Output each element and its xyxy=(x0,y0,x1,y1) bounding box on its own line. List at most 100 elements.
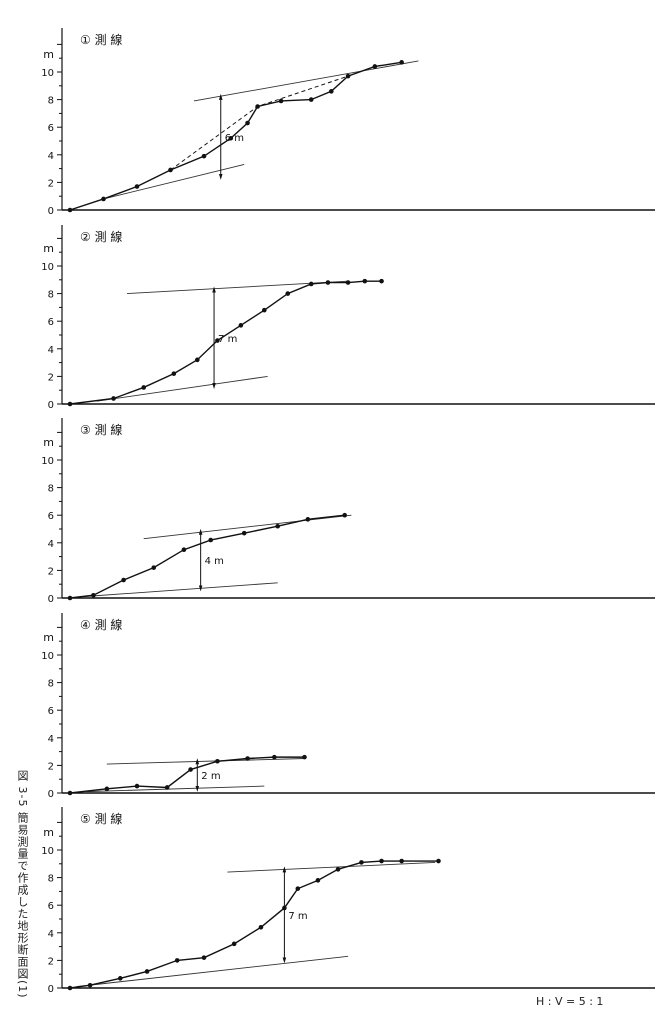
panel5-point xyxy=(201,955,207,960)
panel3-point xyxy=(305,517,311,522)
panel5-upper-line xyxy=(227,861,436,873)
panel4-tick-label: 10 xyxy=(41,651,54,662)
panel2-point xyxy=(379,278,384,284)
panel4-tick-label: 8 xyxy=(48,679,54,690)
panel5-tick-label: 10 xyxy=(41,846,54,857)
panel4-upper-line xyxy=(106,758,305,765)
panel5-tick-label: 8 xyxy=(48,874,54,885)
panel3-point xyxy=(151,565,157,570)
panel5-point xyxy=(117,976,123,981)
panel5-tick-label: 4 xyxy=(48,929,54,940)
panel1-point xyxy=(134,184,140,189)
panel1-profile-line xyxy=(69,61,402,211)
caption-prefix: 図 3-5 xyxy=(16,770,29,808)
panel2-point xyxy=(308,281,314,287)
panel1-point xyxy=(101,196,106,202)
panel4-point xyxy=(164,785,170,790)
panel2-height-label: 7 m xyxy=(218,334,237,345)
scale-ratio-note: H : V = 5 : 1 xyxy=(536,995,604,1008)
panel1-height-label: 6 m xyxy=(225,133,244,144)
panel2-point xyxy=(215,338,220,343)
panel3-point xyxy=(91,592,96,598)
panel1-point xyxy=(201,153,207,159)
panel4-tick-label: 6 xyxy=(48,706,54,717)
panel4-point xyxy=(104,786,110,792)
panel2-point xyxy=(345,280,351,285)
panel3-point xyxy=(208,537,213,543)
panel3-point xyxy=(181,547,187,552)
panel3-title: ③ 測 線 xyxy=(80,422,122,437)
panel1-title: ① 測 線 xyxy=(80,32,122,47)
panel4-title: ④ 測 線 xyxy=(80,617,122,632)
panel4-point xyxy=(188,767,193,772)
panel3-height-label: 4 m xyxy=(205,556,224,567)
panel1-tick-label: 6 xyxy=(48,123,54,134)
panel1-point xyxy=(67,207,73,213)
panel4-point xyxy=(67,790,73,796)
caption-text: 簡易測量で作成した地形断面図(1) xyxy=(16,811,29,999)
panel4-y-unit: m xyxy=(43,631,54,644)
panel1-point xyxy=(308,97,314,102)
panel5-point xyxy=(399,858,404,864)
panel1-point xyxy=(329,89,334,94)
panel4-point xyxy=(134,783,140,789)
panel4-point xyxy=(215,758,220,764)
panel2-point xyxy=(262,307,267,313)
panel1-point xyxy=(278,98,284,104)
panel4-tick-label: 2 xyxy=(48,761,54,772)
panel1-tick-label: 4 xyxy=(48,151,54,162)
panel2-tick-label: 4 xyxy=(48,345,54,356)
panel1-point xyxy=(168,167,173,173)
panel5-tick-label: 2 xyxy=(48,956,54,967)
panel4-point xyxy=(272,754,277,760)
panel5-point xyxy=(67,985,73,991)
panel1-tick-label: 8 xyxy=(48,96,54,107)
panel5-point xyxy=(258,924,264,930)
panel5-point xyxy=(335,867,341,872)
panel1-tick-label: 0 xyxy=(48,206,54,217)
panel2-point xyxy=(238,323,244,328)
panel5-y-unit: m xyxy=(43,826,54,839)
panel5-point xyxy=(359,860,364,865)
panel5-point xyxy=(315,878,321,883)
panel2-point xyxy=(141,385,146,390)
panel1-tick-label: 10 xyxy=(41,68,54,79)
panel1-point xyxy=(399,60,404,65)
panel5-point xyxy=(174,958,180,963)
panel1-dashed-line xyxy=(170,75,349,171)
panel3-tick-label: 10 xyxy=(41,456,54,467)
panel2-point xyxy=(285,291,291,296)
panel5-point xyxy=(379,858,384,864)
panel3-tick-label: 6 xyxy=(48,511,54,522)
panel2-lower-line xyxy=(96,375,268,402)
panel2-point xyxy=(171,371,177,376)
panel3-lower-line xyxy=(83,582,278,598)
panel1-point xyxy=(345,73,351,79)
panel5-point xyxy=(436,858,441,864)
figure-caption: 図 3-5 簡易測量で作成した地形断面図(1) xyxy=(14,770,30,999)
panel5-point xyxy=(87,982,93,988)
panel3-point xyxy=(121,577,126,583)
panel3-point xyxy=(275,523,281,529)
panel1-point xyxy=(372,64,378,69)
panel2-y-unit: m xyxy=(43,242,54,255)
panel5-tick-label: 0 xyxy=(48,984,54,995)
panel3-tick-label: 4 xyxy=(48,539,54,550)
panel3-upper-line xyxy=(143,514,352,540)
panel5-height-label: 7 m xyxy=(288,911,307,922)
panel2-tick-label: 6 xyxy=(48,317,54,328)
panel5-point xyxy=(144,969,150,974)
panel1-upper-line xyxy=(193,60,419,102)
panel5-profile-line xyxy=(69,860,439,989)
panel2-point xyxy=(325,280,331,285)
panel4-lower-line xyxy=(86,785,265,793)
panel1-point xyxy=(228,135,234,141)
panel4-tick-label: 4 xyxy=(48,734,54,745)
panel5-title: ⑤ 測 線 xyxy=(80,811,122,826)
panel2-profile-line xyxy=(69,280,382,405)
panel5-tick-label: 6 xyxy=(48,901,54,912)
panel2-title: ② 測 線 xyxy=(80,229,122,244)
panel2-point xyxy=(67,401,73,407)
panel4-tick-label: 0 xyxy=(48,789,54,800)
